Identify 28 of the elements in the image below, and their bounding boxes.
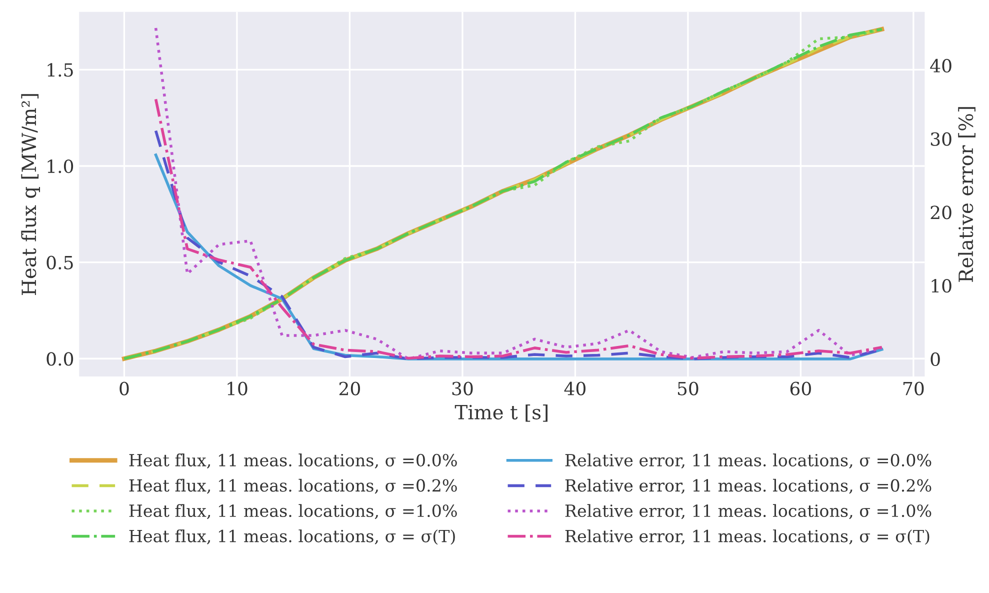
y2-tick-label: 30 [930,132,952,146]
x-tick-label: 20 [339,382,360,396]
x-tick-label: 10 [228,382,248,396]
legend-label: Relative error, 11 meas. locations, σ =1.0% [565,504,932,520]
legend-label: Heat flux, 11 meas. locations, σ =0.0% [129,454,457,468]
legend-label: Heat flux, 11 meas. locations, σ = σ(T) [129,529,455,545]
x-tick-label: 70 [903,382,924,396]
y2-axis-title: Relative error [%] [958,107,976,282]
y2-tick-label: 10 [932,279,952,293]
y-axis-title: Heat flux q [MW/m²] [21,94,40,295]
legend-label: Relative error, 11 meas. locations, σ =0.0% [565,454,932,468]
x-axis-title: Time t [s] [454,404,548,422]
legend-label: Relative error, 11 meas. locations, σ =0.2% [565,478,932,494]
y-tick-label: 0.5 [46,256,73,270]
x-tick-label: 0 [120,382,129,396]
y2-tick-label: 20 [930,206,952,220]
legend-label: Heat flux, 11 meas. locations, σ =1.0% [129,504,457,520]
legend-label: Relative error, 11 meas. locations, σ = σ(T) [565,529,930,545]
y2-tick-label: 40 [930,58,952,73]
y2-tick-label: 0 [930,352,940,366]
y-tick-label: 0.0 [46,352,74,366]
x-tick-label: 40 [564,382,586,396]
y-tick-label: 1.0 [48,159,74,174]
x-tick-label: 60 [790,382,811,396]
legend-label: Heat flux, 11 meas. locations, σ =0.2% [129,478,457,494]
y-tick-label: 1.5 [48,63,73,77]
x-tick-label: 30 [452,382,473,396]
x-tick-label: 50 [678,382,698,396]
